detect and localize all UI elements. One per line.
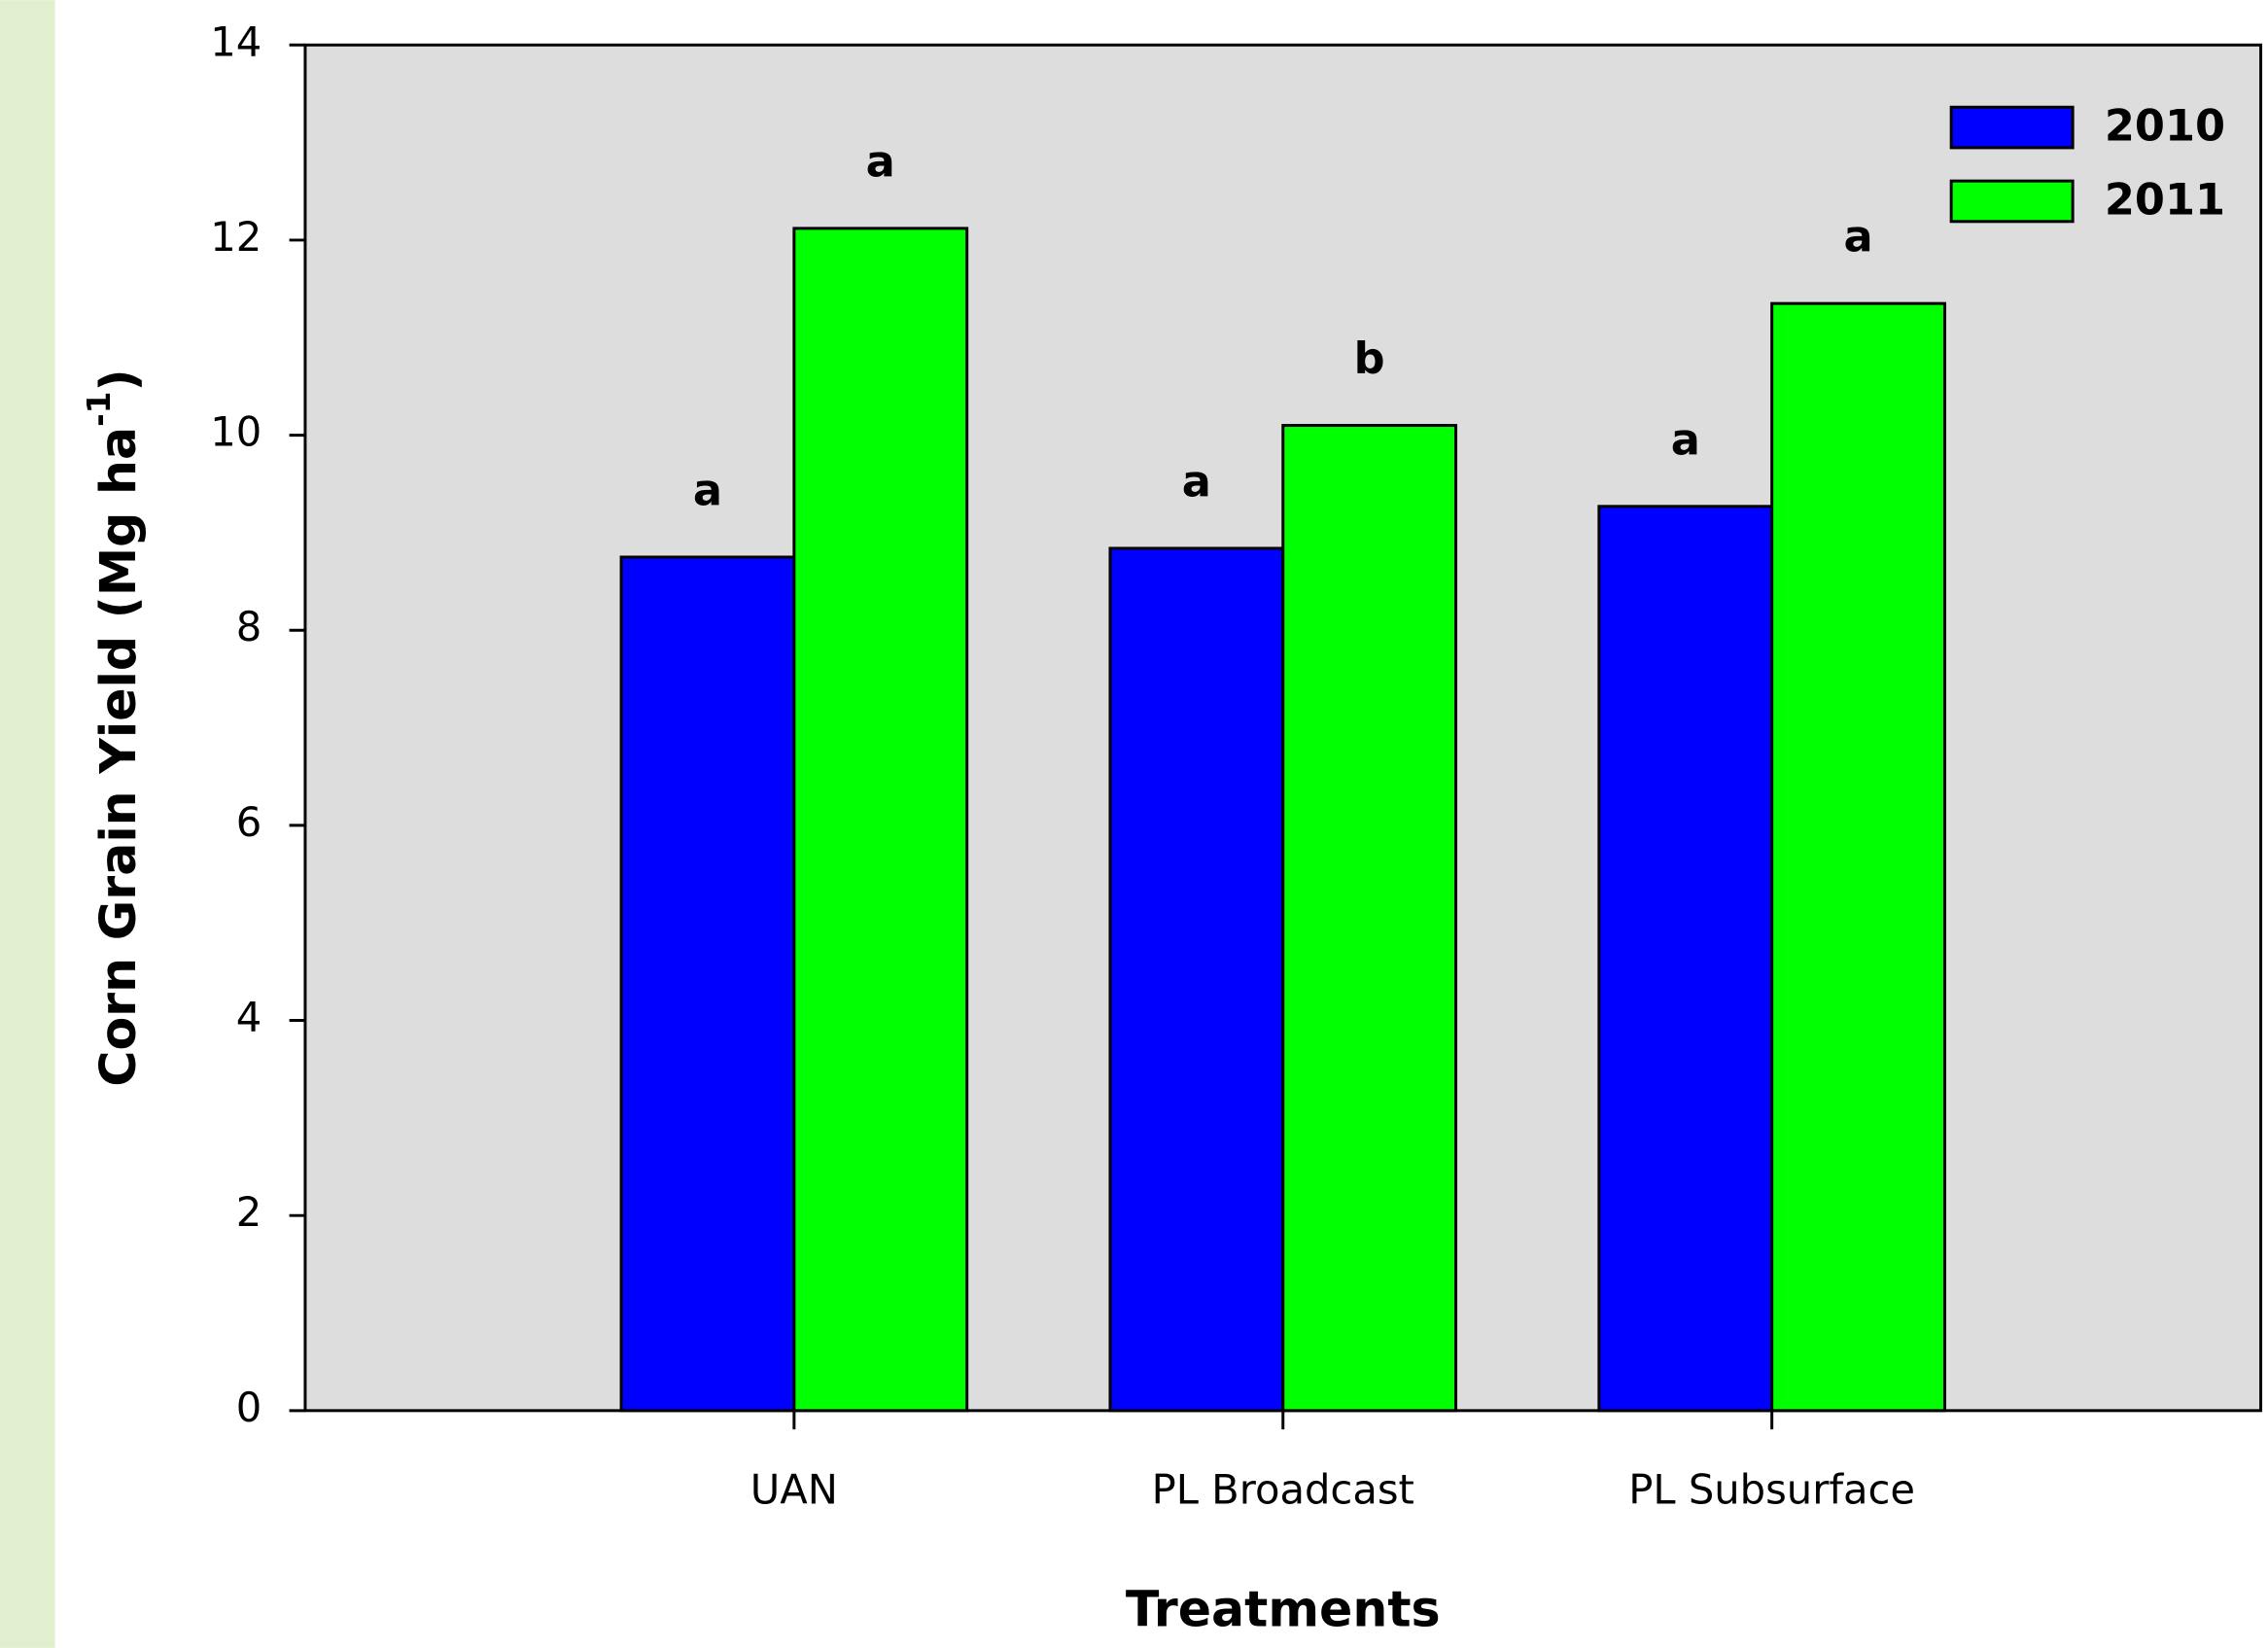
y-tick-label: 4 [236,994,262,1041]
x-tick-label: PL Subsurface [1628,1466,1915,1514]
bar-annotation: a [1182,456,1211,507]
bar-annotation: b [1354,333,1385,384]
bar-annotation: a [1843,212,1872,263]
bar-annotation: a [1671,414,1700,465]
y-tick-label: 8 [236,603,262,650]
y-axis-title: Corn Grain Yield (Mg ha-1) [81,368,146,1086]
side-strip [0,0,55,1648]
bar [1281,424,1458,1413]
bar [792,227,969,1413]
bar-annotation: a [866,136,895,187]
bar [619,555,796,1413]
legend-swatch [1949,179,2075,224]
y-axis-title-sup: -1 [81,392,118,427]
y-tick-label: 14 [210,18,262,65]
bar [1108,546,1285,1413]
legend-label: 2010 [2105,101,2225,152]
y-tick-label: 12 [210,213,262,261]
bar-annotation: a [693,466,722,516]
bar [1770,301,1946,1413]
x-tick-label: UAN [750,1466,838,1514]
legend-label: 2011 [2105,174,2225,225]
y-axis-title-end: ) [88,368,146,391]
y-tick-label: 0 [236,1384,262,1431]
x-axis-title: Treatments [1126,1581,1441,1638]
y-tick-label: 6 [236,798,262,846]
y-tick-label: 2 [236,1188,262,1236]
legend-swatch [1949,105,2075,150]
y-tick-label: 10 [210,408,262,456]
x-tick-label: PL Broadcast [1152,1466,1414,1514]
bar [1597,505,1774,1413]
y-axis-title-text: Corn Grain Yield (Mg ha [88,427,146,1087]
